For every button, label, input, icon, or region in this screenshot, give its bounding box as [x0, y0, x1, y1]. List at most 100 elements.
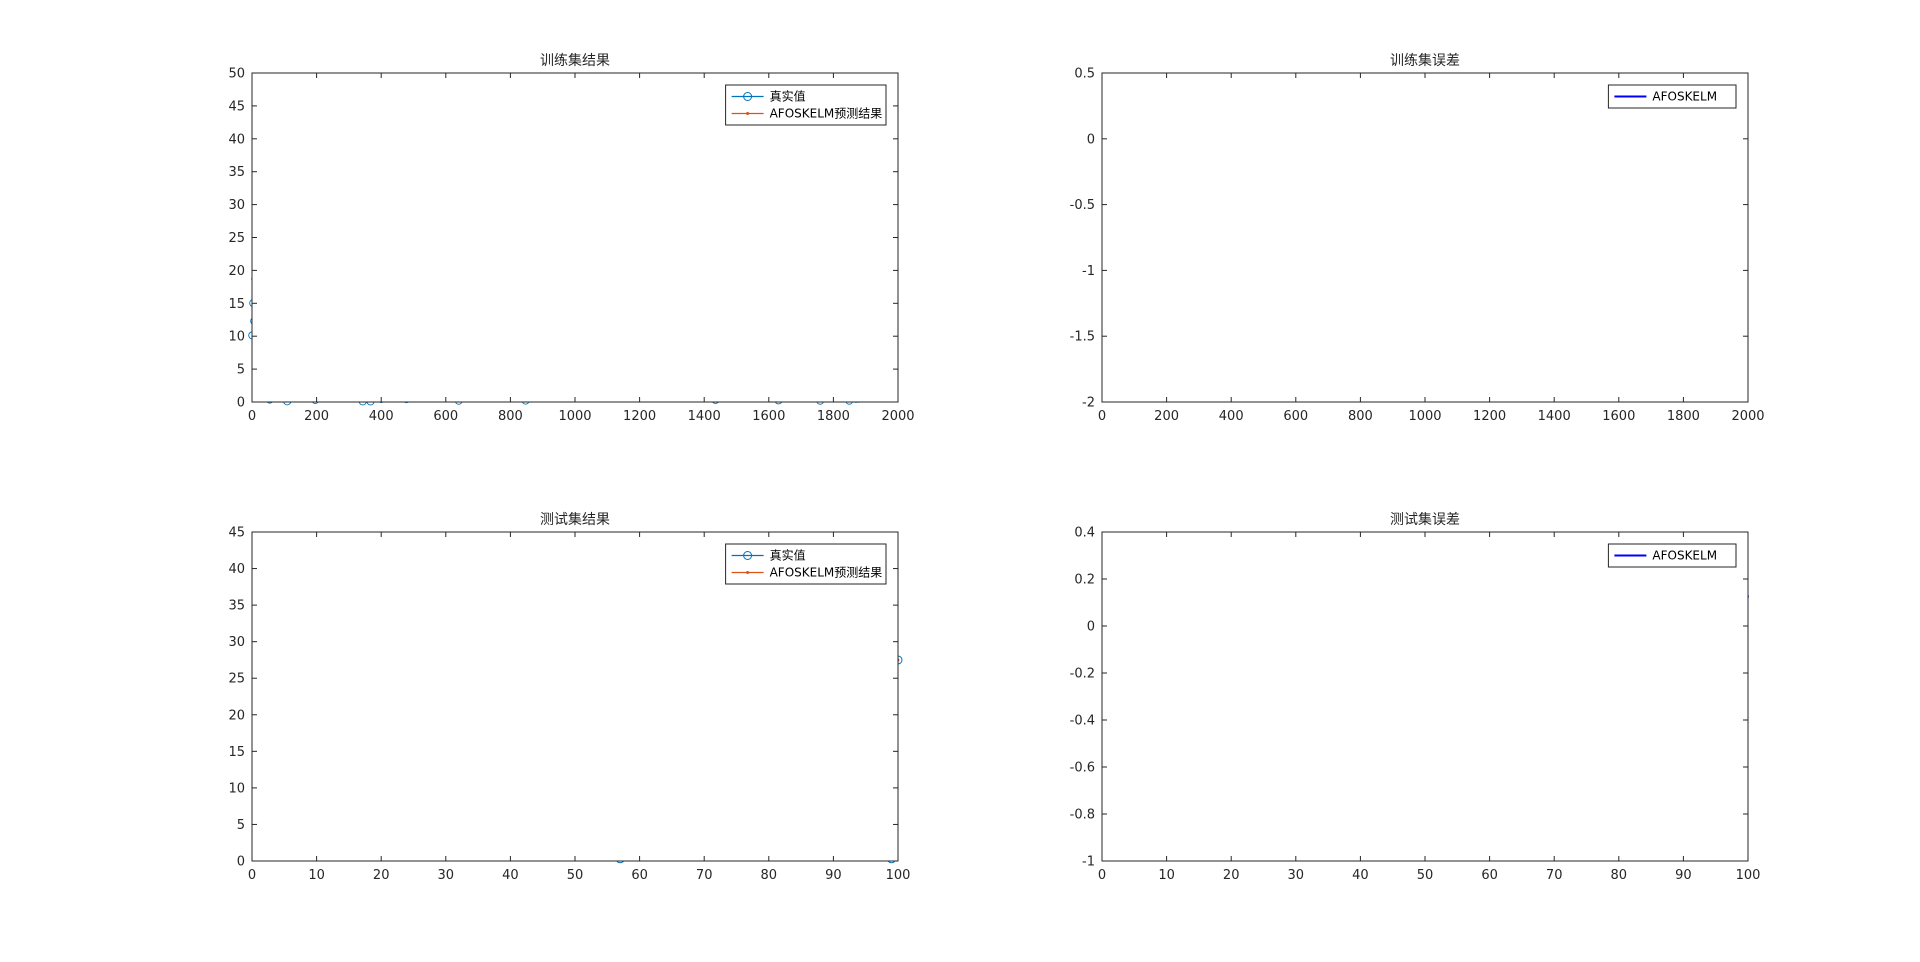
x-tick-label: 200 — [1154, 409, 1179, 424]
x-tick-label: 90 — [1675, 868, 1692, 883]
y-tick-label: 25 — [228, 672, 245, 687]
x-tick-label: 1600 — [752, 409, 785, 424]
x-tick-label: 1000 — [1408, 409, 1441, 424]
axes-frame — [251, 72, 899, 403]
y-tick-label: 30 — [228, 635, 245, 650]
legend-label: 真实值 — [770, 548, 806, 563]
chart-title: 测试集误差 — [1390, 511, 1460, 528]
y-tick-label: 0 — [1087, 620, 1095, 635]
x-tick-label: 0 — [1098, 868, 1106, 883]
axes-train-result: 0 200 400 600 800 1000 1200 1400 1600 1800 2000 0 5 1… — [228, 52, 914, 424]
axes-frame — [251, 531, 899, 862]
x-tick-label: 60 — [1481, 868, 1498, 883]
x-tick-label: 0 — [248, 409, 256, 424]
legend: 真实值 AFOSKELM预测结果 — [725, 84, 887, 126]
x-tick-label: 10 — [308, 868, 325, 883]
axes-frame — [1101, 72, 1749, 403]
y-tick-label: -0.4 — [1070, 714, 1095, 729]
x-tick-label: 70 — [696, 868, 713, 883]
x-tick-label: 800 — [498, 409, 523, 424]
y-tick-label: 0.4 — [1074, 526, 1095, 541]
x-tick-label: 20 — [1223, 868, 1240, 883]
x-tick-label: 50 — [567, 868, 584, 883]
y-tick-label: 45 — [228, 526, 245, 541]
x-tick-label: 100 — [1736, 868, 1761, 883]
y-tick-label: 20 — [228, 264, 245, 279]
x-tick-label: 10 — [1158, 868, 1175, 883]
legend-label: AFOSKELM预测结果 — [770, 107, 883, 121]
y-tick-label: 0.2 — [1074, 573, 1095, 588]
y-tick-label: 10 — [228, 781, 245, 796]
y-tick-label: 0 — [237, 396, 245, 411]
x-tick-label: 40 — [1352, 868, 1369, 883]
axes-test-result: 0 10 20 30 40 50 60 70 80 90 100 0 5 10 15 20 25 30 35 40 45… — [228, 511, 910, 883]
y-tick-label: -0.8 — [1070, 808, 1095, 823]
axes-test-error: 0 10 20 30 40 50 60 70 80 90 100 -1 -0.8 -0.6 -0.4 -0.2… — [1070, 511, 1761, 883]
y-tick-label: 30 — [228, 198, 245, 213]
y-tick-label: 50 — [228, 67, 245, 82]
x-tick-label: 2000 — [1731, 409, 1764, 424]
legend: 真实值 AFOSKELM预测结果 — [725, 543, 887, 585]
x-tick-label: 70 — [1546, 868, 1563, 883]
legend-marker — [743, 551, 753, 560]
legend-marker — [746, 571, 750, 574]
y-tick-label: 45 — [228, 99, 245, 114]
x-tick-label: 50 — [1417, 868, 1434, 883]
y-tick-label: 0.5 — [1074, 67, 1095, 82]
x-tick-label: 30 — [438, 868, 455, 883]
legend-marker — [746, 112, 750, 115]
x-tick-label: 1800 — [1667, 409, 1700, 424]
y-tick-label: 5 — [237, 363, 245, 378]
y-tick-label: 35 — [228, 599, 245, 614]
x-tick-label: 0 — [248, 868, 256, 883]
legend-label: AFOSKELM — [1652, 90, 1717, 104]
axes-train-error: 0 200 400 600 800 1000 1200 1400 1600 1800 2000 -2 -… — [1070, 52, 1765, 424]
x-tick-label: 80 — [761, 868, 778, 883]
y-tick-label: 15 — [228, 297, 245, 312]
x-tick-label: 1600 — [1602, 409, 1635, 424]
legend-box — [725, 84, 887, 126]
legend-label: 真实值 — [770, 89, 806, 104]
y-tick-label: 0 — [237, 855, 245, 870]
chart-title: 训练集误差 — [1390, 52, 1460, 69]
legend: AFOSKELM — [1607, 543, 1737, 568]
y-tick-label: -1.5 — [1070, 330, 1095, 345]
x-tick-label: 20 — [373, 868, 390, 883]
x-tick-label: 200 — [304, 409, 329, 424]
y-tick-label: -0.2 — [1070, 667, 1095, 682]
y-tick-label: -1 — [1082, 855, 1095, 870]
x-tick-label: 80 — [1611, 868, 1628, 883]
y-tick-label: 25 — [228, 231, 245, 246]
x-tick-label: 60 — [631, 868, 648, 883]
x-tick-label: 30 — [1288, 868, 1305, 883]
y-tick-label: 15 — [228, 745, 245, 760]
y-tick-label: 20 — [228, 708, 245, 723]
x-tick-label: 1000 — [558, 409, 591, 424]
x-tick-label: 40 — [502, 868, 519, 883]
x-tick-label: 0 — [1098, 409, 1106, 424]
x-tick-label: 400 — [369, 409, 394, 424]
y-tick-label: 5 — [237, 818, 245, 833]
x-tick-label: 1800 — [817, 409, 850, 424]
chart-title: 测试集结果 — [540, 511, 610, 528]
x-tick-label: 600 — [1283, 409, 1308, 424]
x-tick-label: 2000 — [881, 409, 914, 424]
legend: AFOSKELM — [1607, 84, 1737, 109]
y-tick-label: 10 — [228, 330, 245, 345]
x-tick-label: 1400 — [1538, 409, 1571, 424]
legend-label: AFOSKELM预测结果 — [770, 566, 883, 580]
legend-marker — [743, 92, 753, 101]
y-tick-label: 0 — [1087, 132, 1095, 147]
y-tick-label: -0.6 — [1070, 761, 1095, 776]
x-tick-label: 400 — [1219, 409, 1244, 424]
legend-label: AFOSKELM — [1652, 549, 1717, 563]
y-tick-label: 40 — [228, 132, 245, 147]
x-tick-label: 90 — [825, 868, 842, 883]
x-tick-label: 1400 — [688, 409, 721, 424]
x-tick-label: 1200 — [1473, 409, 1506, 424]
legend-box — [1607, 84, 1737, 109]
x-tick-label: 800 — [1348, 409, 1373, 424]
x-tick-label: 1200 — [623, 409, 656, 424]
axes-frame — [1101, 531, 1749, 862]
